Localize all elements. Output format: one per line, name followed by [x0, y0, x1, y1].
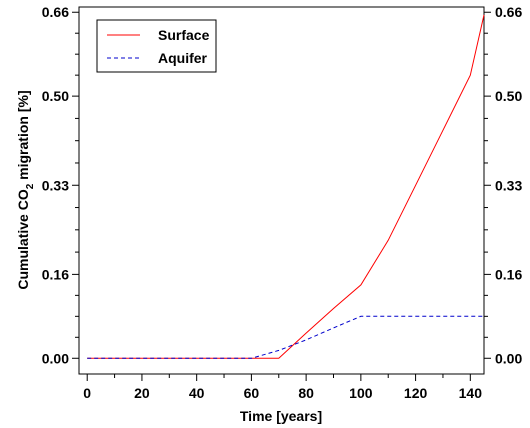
series-line-surface: [87, 14, 485, 359]
left-y-axis-ticks: 0.00 0.16 0.33 0.50 0.66: [42, 4, 79, 366]
y-axis-label-subscript: 2: [25, 183, 36, 189]
left-y-tick-label: 0.50: [42, 88, 69, 104]
right-y-axis-ticks: 0.00 0.16 0.33 0.50 0.66: [484, 4, 522, 366]
left-y-tick-label: 0.00: [42, 350, 69, 366]
x-tick-label: 80: [298, 385, 314, 401]
x-axis-ticks: 0 20 40 60 80 100 120 140: [83, 374, 482, 401]
left-y-tick-label: 0.33: [42, 177, 69, 193]
x-tick-label: 60: [244, 385, 260, 401]
y-axis-label-suffix: migration [%]: [15, 90, 31, 183]
right-y-tick-label: 0.16: [495, 266, 522, 282]
plot-frame: [78, 6, 485, 375]
y-axis-label-prefix: Cumulative CO: [15, 189, 31, 289]
right-y-tick-label: 0.50: [495, 88, 522, 104]
right-y-tick-label: 0.33: [495, 177, 522, 193]
right-y-tick-label: 0.66: [495, 4, 522, 20]
x-tick-label: 140: [459, 385, 483, 401]
left-y-tick-label: 0.16: [42, 266, 69, 282]
legend-box: [96, 19, 217, 73]
x-tick-label: 20: [134, 385, 150, 401]
x-axis-label: Time [years]: [240, 408, 322, 424]
legend: Surface Aquifer: [96, 19, 217, 73]
series-layer: [87, 14, 485, 359]
y-axis-label: Cumulative CO2 migration [%]: [15, 90, 36, 289]
left-y-tick-label: 0.66: [42, 4, 69, 20]
x-tick-label: 100: [349, 385, 373, 401]
x-tick-label: 120: [404, 385, 428, 401]
x-tick-label: 40: [189, 385, 205, 401]
x-tick-label: 0: [83, 385, 91, 401]
legend-label-aquifer: Aquifer: [158, 50, 208, 66]
legend-label-surface: Surface: [158, 27, 210, 43]
right-y-tick-label: 0.00: [495, 350, 522, 366]
